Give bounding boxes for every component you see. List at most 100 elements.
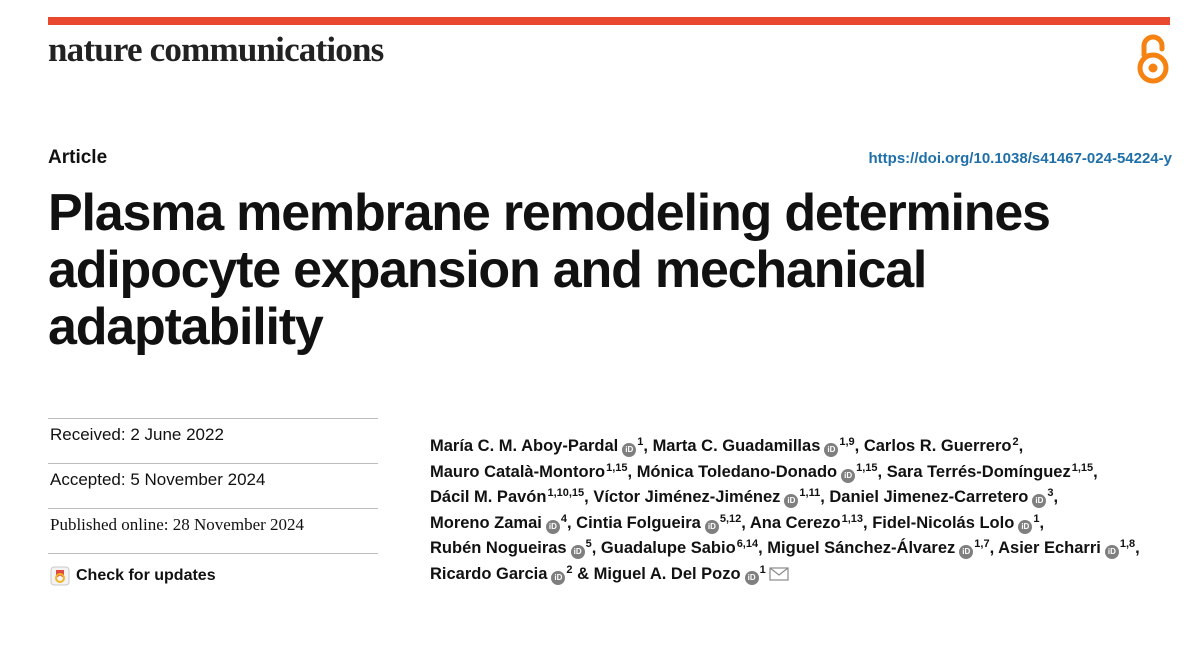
author-entry[interactable]: Guadalupe Sabio6,14 xyxy=(600,538,759,558)
author-entry[interactable]: Miguel Sánchez-Álvarez iD1,7 xyxy=(767,538,990,559)
affiliation-marker[interactable]: 1,7 xyxy=(974,538,990,550)
author-name[interactable]: Asier Echarri xyxy=(998,539,1101,557)
journal-accent-bar xyxy=(48,17,1170,25)
affiliation-marker[interactable]: 1,15 xyxy=(606,461,628,474)
affiliation-marker[interactable]: 2 xyxy=(1012,436,1019,448)
author-separator: , xyxy=(741,513,750,532)
author-name[interactable]: Guadalupe Sabio xyxy=(600,539,736,557)
author-entry[interactable]: Rubén Nogueiras iD5 xyxy=(430,538,592,559)
author-entry[interactable]: Marta C. Guadamillas iD1,9 xyxy=(652,436,855,457)
author-name[interactable]: Víctor Jiménez-Jiménez xyxy=(593,488,781,506)
author-name[interactable]: Carlos R. Guerrero xyxy=(863,437,1012,455)
affiliation-marker[interactable]: 1,10,15 xyxy=(547,487,585,499)
author-separator: , xyxy=(989,539,999,557)
author-separator: , xyxy=(877,462,887,481)
author-entry[interactable]: Dácil M. Pavón1,10,15 xyxy=(430,487,585,507)
author-separator: , xyxy=(1093,462,1098,481)
author-entry[interactable]: Ricardo Garcia iD2 xyxy=(430,563,573,585)
author-name[interactable]: Ricardo Garcia xyxy=(430,564,548,583)
orcid-icon[interactable]: iD xyxy=(1018,519,1033,534)
orcid-icon[interactable]: iD xyxy=(1104,545,1119,559)
author-entry[interactable]: Mauro Català-Montoro1,15 xyxy=(430,461,628,481)
orcid-icon[interactable]: iD xyxy=(784,494,799,508)
author-entry[interactable]: Ana Cerezo1,13 xyxy=(749,512,864,532)
check-updates-button[interactable]: Check for updates xyxy=(48,553,378,598)
author-separator: , xyxy=(820,488,830,506)
author-separator: , xyxy=(584,488,594,506)
orcid-icon[interactable]: iD xyxy=(744,570,759,585)
author-name[interactable]: Daniel Jimenez-Carretero xyxy=(829,488,1029,506)
author-entry[interactable]: Carlos R. Guerrero2 xyxy=(863,436,1019,456)
author-name[interactable]: Fidel-Nicolás Lolo xyxy=(872,513,1015,532)
author-entry[interactable]: María C. M. Aboy-Pardal iD1 xyxy=(430,436,644,457)
crossmark-icon xyxy=(50,566,70,586)
author-name[interactable]: Miguel A. Del Pozo xyxy=(593,564,741,583)
author-separator: , xyxy=(566,513,577,532)
open-access-icon xyxy=(1137,34,1169,84)
orcid-icon[interactable]: iD xyxy=(545,519,560,534)
author-entry[interactable]: Asier Echarri iD1,8 xyxy=(998,538,1136,559)
author-list: María C. M. Aboy-Pardal iD1, Marta C. Gua… xyxy=(430,434,1175,587)
author-name[interactable]: Miguel Sánchez-Álvarez xyxy=(767,539,956,557)
author-name[interactable]: Dácil M. Pavón xyxy=(430,488,547,506)
published-date: Published online: 28 November 2024 xyxy=(48,508,378,553)
author-name[interactable]: Rubén Nogueiras xyxy=(430,539,567,557)
author-separator: , xyxy=(591,539,601,557)
author-name[interactable]: Marta C. Guadamillas xyxy=(652,437,821,455)
author-name[interactable]: Mauro Català-Montoro xyxy=(430,462,606,481)
affiliation-marker[interactable]: 4 xyxy=(560,512,567,525)
affiliation-marker[interactable]: 1 xyxy=(1033,512,1040,525)
affiliation-marker[interactable]: 3 xyxy=(1047,487,1054,499)
affiliation-marker[interactable]: 1 xyxy=(637,436,644,448)
orcid-icon[interactable]: iD xyxy=(704,519,719,534)
received-date: Received: 2 June 2022 xyxy=(48,418,378,463)
mail-icon[interactable] xyxy=(769,566,789,581)
author-separator: , xyxy=(863,513,873,532)
article-type: Article xyxy=(48,147,108,168)
author-entry[interactable]: Víctor Jiménez-Jiménez iD1,11 xyxy=(593,487,821,508)
author-separator: & xyxy=(572,564,594,583)
affiliation-marker[interactable]: 1,15 xyxy=(1071,461,1094,474)
author-separator: , xyxy=(758,539,768,557)
author-separator: , xyxy=(1135,539,1140,557)
author-separator: , xyxy=(627,462,637,481)
article-dates: Received: 2 June 2022 Accepted: 5 Novemb… xyxy=(48,418,378,598)
affiliation-marker[interactable]: 1,8 xyxy=(1119,538,1136,550)
orcid-icon[interactable]: iD xyxy=(959,545,974,559)
author-separator: , xyxy=(1053,488,1059,506)
orcid-icon[interactable]: iD xyxy=(1032,494,1047,508)
author-entry[interactable]: Daniel Jimenez-Carretero iD3 xyxy=(829,487,1054,508)
orcid-icon[interactable]: iD xyxy=(824,443,839,457)
journal-name[interactable]: nature communications xyxy=(48,30,384,69)
author-separator: , xyxy=(1018,437,1024,455)
doi-link[interactable]: https://doi.org/10.1038/s41467-024-54224… xyxy=(868,150,1173,167)
author-name[interactable]: Cintia Folgueira xyxy=(576,513,701,532)
affiliation-marker[interactable]: 1,11 xyxy=(799,487,821,499)
author-name[interactable]: Ana Cerezo xyxy=(749,513,841,532)
author-entry[interactable]: Cintia Folgueira iD5,12 xyxy=(576,512,742,534)
check-updates-label: Check for updates xyxy=(76,567,216,584)
author-entry[interactable]: Miguel A. Del Pozo iD1 xyxy=(593,563,789,585)
affiliation-marker[interactable]: 2 xyxy=(566,563,573,576)
orcid-icon[interactable]: iD xyxy=(570,545,585,559)
affiliation-marker[interactable]: 1,15 xyxy=(856,461,878,474)
affiliation-marker[interactable]: 1 xyxy=(759,563,766,576)
author-entry[interactable]: Sara Terrés-Domínguez1,15 xyxy=(886,461,1094,481)
author-entry[interactable]: Fidel-Nicolás Lolo iD1 xyxy=(872,512,1040,534)
author-name[interactable]: María C. M. Aboy-Pardal xyxy=(430,437,619,455)
affiliation-marker[interactable]: 1,9 xyxy=(839,436,855,448)
author-name[interactable]: Sara Terrés-Domínguez xyxy=(886,462,1071,481)
affiliation-marker[interactable]: 6,14 xyxy=(736,538,759,550)
author-separator: , xyxy=(643,437,653,455)
author-name[interactable]: Moreno Zamai xyxy=(430,513,542,532)
author-entry[interactable]: Moreno Zamai iD4 xyxy=(430,512,567,534)
author-name[interactable]: Mónica Toledano-Donado xyxy=(636,462,838,481)
orcid-icon[interactable]: iD xyxy=(622,443,637,457)
affiliation-marker[interactable]: 5,12 xyxy=(719,512,742,525)
orcid-icon[interactable]: iD xyxy=(551,570,566,585)
orcid-icon[interactable]: iD xyxy=(841,468,856,483)
article-title: Plasma membrane remodeling determines ad… xyxy=(48,184,1051,356)
affiliation-marker[interactable]: 1,13 xyxy=(841,512,864,525)
author-entry[interactable]: Mónica Toledano-Donado iD1,15 xyxy=(636,461,878,483)
affiliation-marker[interactable]: 5 xyxy=(585,538,592,550)
